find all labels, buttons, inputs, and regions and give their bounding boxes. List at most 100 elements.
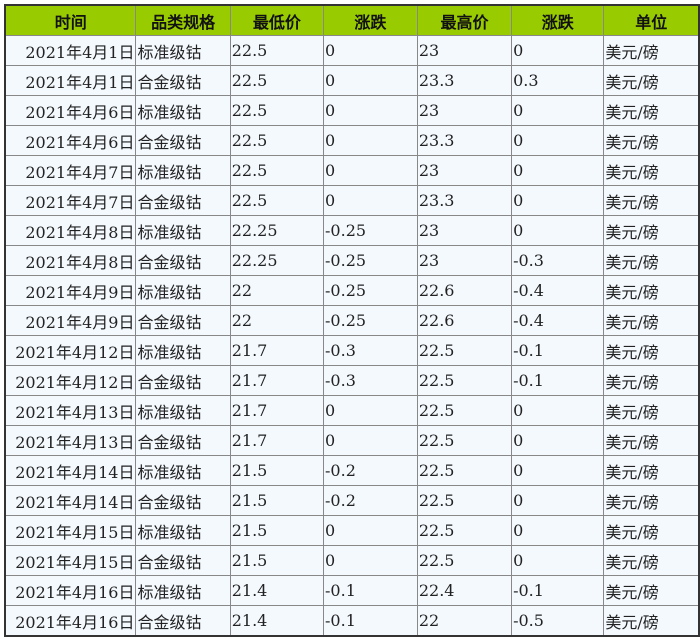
cell-unit: 美元/磅 — [603, 155, 700, 186]
cell-high-change: 0 — [511, 515, 605, 546]
cell-low-change: -0.1 — [323, 605, 418, 637]
cell-spec: 合金级钴 — [135, 125, 231, 156]
cell-low-price: 22.5 — [229, 185, 325, 216]
cell-high-change: -0.4 — [511, 305, 605, 336]
cell-high-change: -0.5 — [511, 605, 605, 637]
cell-spec: 合金级钴 — [135, 365, 231, 396]
header-high-price: 最高价 — [416, 4, 513, 36]
cell-low-price: 21.7 — [229, 425, 325, 456]
cell-spec: 合金级钴 — [135, 485, 231, 516]
cell-low-change: 0 — [323, 155, 418, 186]
cell-low-price: 22.25 — [229, 215, 325, 246]
cell-high-price: 22.5 — [416, 545, 513, 576]
cell-low-price: 21.5 — [229, 515, 325, 546]
header-low-change: 涨跌 — [323, 4, 418, 36]
table-row: 2021年4月12日 合金级钴 21.7 -0.3 22.5 -0.1 美元/磅 — [4, 365, 700, 396]
cell-spec: 标准级钴 — [135, 215, 231, 246]
header-high-change: 涨跌 — [511, 4, 605, 36]
cell-spec: 标准级钴 — [135, 395, 231, 426]
cell-low-price: 22.5 — [229, 155, 325, 186]
cell-high-change: 0 — [511, 545, 605, 576]
cell-low-price: 21.5 — [229, 545, 325, 576]
table-row: 2021年4月12日 标准级钴 21.7 -0.3 22.5 -0.1 美元/磅 — [4, 335, 700, 366]
cell-time: 2021年4月15日 — [4, 545, 137, 576]
cell-unit: 美元/磅 — [603, 365, 700, 396]
cell-spec: 合金级钴 — [135, 65, 231, 96]
cell-unit: 美元/磅 — [603, 215, 700, 246]
cell-time: 2021年4月15日 — [4, 515, 137, 546]
cell-time: 2021年4月14日 — [4, 455, 137, 486]
cell-low-change: -0.2 — [323, 455, 418, 486]
cell-unit: 美元/磅 — [603, 275, 700, 306]
table-row: 2021年4月8日 标准级钴 22.25 -0.25 23 0 美元/磅 — [4, 215, 700, 246]
cell-high-change: -0.1 — [511, 335, 605, 366]
header-row: 时间 品类规格 最低价 涨跌 最高价 涨跌 单位 — [4, 4, 700, 36]
table-row: 2021年4月14日 标准级钴 21.5 -0.2 22.5 0 美元/磅 — [4, 455, 700, 486]
cell-high-price: 22.6 — [416, 305, 513, 336]
cell-high-change: -0.3 — [511, 245, 605, 276]
table-row: 2021年4月6日 标准级钴 22.5 0 23 0 美元/磅 — [4, 95, 700, 126]
cell-high-change: 0 — [511, 425, 605, 456]
cell-high-change: 0 — [511, 185, 605, 216]
cell-high-change: -0.1 — [511, 365, 605, 396]
cell-high-price: 23.3 — [416, 65, 513, 96]
cell-time: 2021年4月7日 — [4, 185, 137, 216]
cell-high-change: 0 — [511, 125, 605, 156]
cell-unit: 美元/磅 — [603, 185, 700, 216]
table-row: 2021年4月6日 合金级钴 22.5 0 23.3 0 美元/磅 — [4, 125, 700, 156]
table-row: 2021年4月15日 合金级钴 21.5 0 22.5 0 美元/磅 — [4, 545, 700, 576]
cell-unit: 美元/磅 — [603, 425, 700, 456]
cell-time: 2021年4月8日 — [4, 245, 137, 276]
cell-high-price: 23 — [416, 95, 513, 126]
cell-time: 2021年4月6日 — [4, 125, 137, 156]
header-spec: 品类规格 — [135, 4, 231, 36]
cell-unit: 美元/磅 — [603, 35, 700, 66]
cell-low-change: 0 — [323, 125, 418, 156]
cell-low-change: -0.25 — [323, 245, 418, 276]
cell-spec: 标准级钴 — [135, 335, 231, 366]
cell-high-change: 0 — [511, 395, 605, 426]
cell-time: 2021年4月14日 — [4, 485, 137, 516]
table-row: 2021年4月13日 合金级钴 21.7 0 22.5 0 美元/磅 — [4, 425, 700, 456]
cell-unit: 美元/磅 — [603, 605, 700, 637]
cell-spec: 标准级钴 — [135, 95, 231, 126]
cell-low-price: 22 — [229, 305, 325, 336]
cell-time: 2021年4月16日 — [4, 605, 137, 637]
cell-low-price: 22.5 — [229, 125, 325, 156]
cell-low-price: 21.7 — [229, 365, 325, 396]
cell-low-price: 22.25 — [229, 245, 325, 276]
table-row: 2021年4月16日 合金级钴 21.4 -0.1 22 -0.5 美元/磅 — [4, 605, 700, 637]
table-row: 2021年4月13日 标准级钴 21.7 0 22.5 0 美元/磅 — [4, 395, 700, 426]
cell-high-price: 22.5 — [416, 485, 513, 516]
cell-low-price: 21.5 — [229, 455, 325, 486]
cell-spec: 标准级钴 — [135, 455, 231, 486]
cell-low-change: -0.1 — [323, 575, 418, 606]
cell-high-price: 23.3 — [416, 125, 513, 156]
cell-time: 2021年4月9日 — [4, 305, 137, 336]
cell-unit: 美元/磅 — [603, 545, 700, 576]
table-row: 2021年4月1日 合金级钴 22.5 0 23.3 0.3 美元/磅 — [4, 65, 700, 96]
cell-time: 2021年4月12日 — [4, 335, 137, 366]
cell-low-change: 0 — [323, 395, 418, 426]
cell-high-change: 0 — [511, 155, 605, 186]
cell-low-change: -0.2 — [323, 485, 418, 516]
cell-unit: 美元/磅 — [603, 65, 700, 96]
cell-unit: 美元/磅 — [603, 95, 700, 126]
cell-low-price: 21.4 — [229, 605, 325, 637]
cell-time: 2021年4月13日 — [4, 395, 137, 426]
cell-time: 2021年4月6日 — [4, 95, 137, 126]
cell-high-price: 22 — [416, 605, 513, 637]
table-row: 2021年4月9日 合金级钴 22 -0.25 22.6 -0.4 美元/磅 — [4, 305, 700, 336]
cell-spec: 合金级钴 — [135, 605, 231, 637]
cell-spec: 标准级钴 — [135, 275, 231, 306]
cell-high-price: 22.5 — [416, 395, 513, 426]
cell-low-price: 22 — [229, 275, 325, 306]
cell-unit: 美元/磅 — [603, 515, 700, 546]
cell-high-change: 0 — [511, 95, 605, 126]
table-row: 2021年4月8日 合金级钴 22.25 -0.25 23 -0.3 美元/磅 — [4, 245, 700, 276]
cell-low-price: 22.5 — [229, 65, 325, 96]
cell-spec: 合金级钴 — [135, 185, 231, 216]
cell-high-price: 22.5 — [416, 515, 513, 546]
cell-time: 2021年4月13日 — [4, 425, 137, 456]
cell-high-price: 23 — [416, 245, 513, 276]
